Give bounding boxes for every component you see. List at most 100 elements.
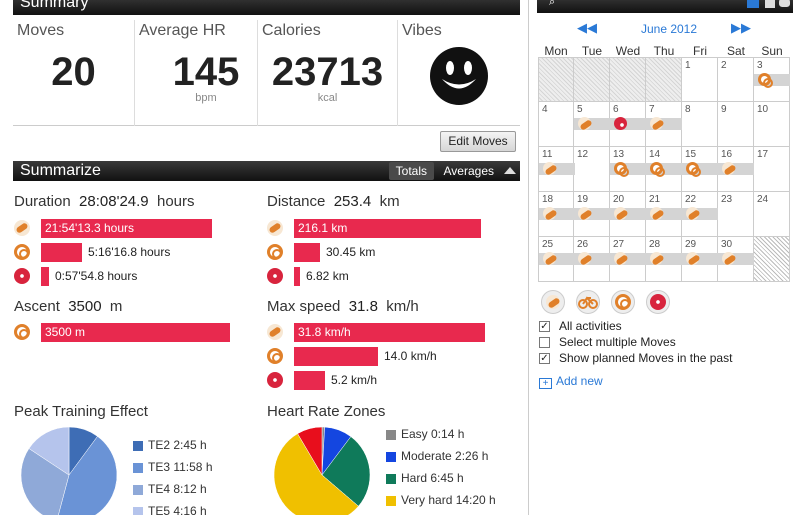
calendar-day[interactable]: 19 [574,192,610,237]
calendar-day[interactable]: 2 [718,57,754,102]
calendar-day[interactable]: 23 [718,192,754,237]
calendar-day[interactable]: 17 [754,147,790,192]
other-sport-icon[interactable] [614,117,627,130]
stat-bar [294,267,300,286]
day-number: 26 [577,239,589,250]
target-icon[interactable] [686,162,701,177]
running-icon[interactable] [543,252,556,265]
running-icon[interactable] [686,207,699,220]
day-number: 17 [757,149,769,160]
running-icon[interactable] [722,162,735,175]
calendar-day[interactable]: 1 [682,57,718,102]
running-icon[interactable] [578,207,591,220]
calendar-day[interactable]: 8 [682,102,718,147]
calendar-day[interactable] [574,57,610,102]
running-icon[interactable] [650,207,663,220]
weekday-header: Sun [761,44,783,58]
legend-swatch [386,496,396,506]
prev-month-button[interactable]: ◀◀ [577,20,597,35]
stat-bar [294,347,378,366]
pie-slice [28,426,70,476]
calendar-day[interactable]: 12 [574,147,610,192]
running-icon[interactable] [650,252,663,265]
calendar-day[interactable]: 18 [538,192,575,237]
edit-moves-button[interactable]: Edit Moves [440,131,516,152]
calendar-day[interactable]: 29 [682,237,718,282]
calendar-day[interactable]: 20 [610,192,646,237]
filter-cycling-icon[interactable] [576,290,600,314]
stat-bar-label: 0:57'54.8 hours [55,269,138,283]
day-number: 25 [542,239,554,250]
list-view-icon[interactable] [765,0,775,8]
next-month-button[interactable]: ▶▶ [731,20,751,35]
pie-slice [321,436,371,507]
stat-bar-label: 5.2 km/h [331,373,378,387]
running-icon[interactable] [543,207,556,220]
running-icon[interactable] [614,252,627,265]
show-planned-moves-checkbox[interactable]: ✓ [539,353,550,364]
calendar-day[interactable]: 27 [610,237,646,282]
filter-running-icon[interactable] [541,290,565,314]
calendar-day[interactable]: 4 [538,102,574,147]
legend-label: Easy 0:14 h [401,427,465,441]
running-icon[interactable] [686,252,699,265]
calendar-day[interactable]: 6 [610,102,646,147]
collapse-arrow-icon[interactable] [504,167,516,174]
calendar-day[interactable]: 13 [610,147,646,192]
tab-totals[interactable]: Totals [388,162,434,180]
filter-other-sport-icon[interactable] [646,290,670,314]
running-icon[interactable] [650,117,663,130]
calendar-day[interactable] [646,57,682,102]
target-icon [267,244,283,260]
target-icon [267,348,283,364]
day-number: 16 [721,149,733,160]
calendar-day[interactable]: 5 [574,102,610,147]
heart-rate-zones-title: Heart Rate Zones [267,403,386,420]
running-icon[interactable] [578,117,591,130]
target-icon[interactable] [650,162,665,177]
select-multiple-moves-checkbox[interactable] [539,337,550,348]
calendar-day[interactable]: 21 [646,192,682,237]
calendar-day[interactable]: 11 [538,147,575,192]
calendar-day[interactable] [538,57,574,102]
day-number: 6 [613,104,619,115]
calendar-day[interactable]: 10 [754,102,790,147]
calendar-day[interactable]: 15 [682,147,718,192]
tile-label: Average HR [139,22,226,39]
running-icon[interactable] [614,207,627,220]
calendar-day[interactable]: 24 [754,192,790,237]
calendar-day[interactable]: 30 [718,237,754,282]
running-icon[interactable] [543,162,556,175]
calendar-month: June 2012 [640,22,698,36]
tab-averages[interactable]: Averages [443,164,494,178]
running-icon[interactable] [578,252,591,265]
legend-swatch [133,441,143,451]
running-icon[interactable] [722,252,735,265]
legend-label: Hard 6:45 h [401,471,464,485]
stat-bar [294,243,320,262]
day-number: 20 [613,194,625,205]
user-icon[interactable] [779,0,790,7]
calendar-day[interactable]: 16 [718,147,754,192]
calendar-view-icon[interactable] [747,0,759,8]
summarize-header: Summarize Totals Averages [13,161,520,181]
target-icon[interactable] [614,162,629,177]
calendar-day[interactable]: 3 [754,57,790,102]
zoom-icon[interactable]: ⌕ [549,0,556,8]
calendar-day[interactable]: 26 [574,237,610,282]
calendar-day[interactable]: 14 [646,147,682,192]
calendar-day[interactable] [754,237,790,282]
calendar-day[interactable]: 28 [646,237,682,282]
calendar-panel: ⌕ ◀◀ June 2012 ▶▶ Mon Tue Wed Thu Fri Sat Sun … [528,0,800,515]
filter-target-icon[interactable] [611,290,635,314]
day-number: 15 [685,149,697,160]
calendar-day[interactable]: 7 [646,102,682,147]
target-icon[interactable] [758,73,773,88]
calendar-day[interactable]: 9 [718,102,754,147]
calendar-day[interactable] [610,57,646,102]
calendar-day[interactable]: 25 [538,237,575,282]
tile-vibes: Vibes [398,20,520,126]
all-activities-checkbox[interactable]: ✓ [539,321,550,332]
calendar-day[interactable]: 22 [682,192,718,237]
add-new-link[interactable]: + Add new [539,374,603,389]
